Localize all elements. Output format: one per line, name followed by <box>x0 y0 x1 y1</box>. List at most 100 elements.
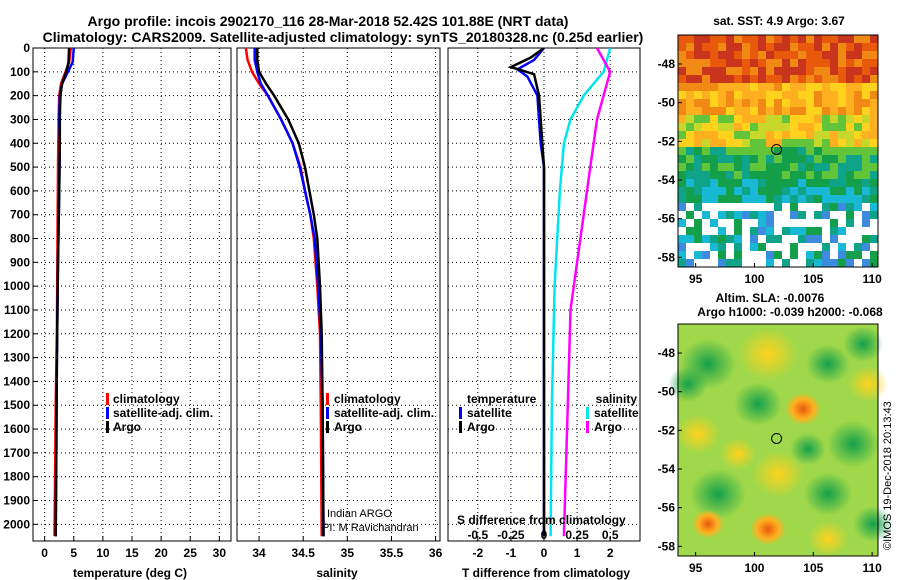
y-tick-label: 1700 <box>3 446 30 460</box>
map-y-tick-label: -56 <box>658 212 676 226</box>
map-x-tick-label: 110 <box>862 272 882 286</box>
sst-cell <box>830 35 838 43</box>
y-tick-label: 1000 <box>3 279 30 293</box>
sst-cell <box>822 195 830 203</box>
sst-cell <box>758 107 766 115</box>
sst-cell <box>814 227 822 235</box>
sst-cell <box>750 83 758 91</box>
sst-cell <box>734 219 742 227</box>
sst-cell <box>854 219 862 227</box>
sst-cell <box>678 91 686 99</box>
sst-cell <box>870 227 878 235</box>
sst-cell <box>862 163 870 171</box>
sst-cell <box>766 179 774 187</box>
sst-cell <box>814 171 822 179</box>
sst-cell <box>694 235 702 243</box>
sst-cell <box>870 91 878 99</box>
sst-cell <box>806 115 814 123</box>
sst-cell <box>830 139 838 147</box>
sst-cell <box>806 91 814 99</box>
sst-cell <box>710 91 718 99</box>
sst-cell <box>806 59 814 67</box>
sst-cell <box>710 139 718 147</box>
sst-cell <box>678 139 686 147</box>
map-y-tick-label: -58 <box>658 539 676 553</box>
sst-cell <box>686 259 694 267</box>
sst-cell <box>782 131 790 139</box>
sst-cell <box>726 147 734 155</box>
sla-map-image <box>668 324 893 557</box>
sst-cell <box>742 51 750 59</box>
sst-cell <box>726 75 734 83</box>
sst-cell <box>718 115 726 123</box>
sst-cell <box>806 131 814 139</box>
sst-cell <box>742 235 750 243</box>
x-tick-label: 34 <box>252 546 266 560</box>
sst-cell <box>822 227 830 235</box>
sst-cell <box>774 115 782 123</box>
sst-cell <box>726 171 734 179</box>
sst-cell <box>742 123 750 131</box>
sst-cell <box>750 91 758 99</box>
sst-cell <box>702 243 710 251</box>
sla-blob <box>806 344 850 384</box>
sst-cell <box>702 163 710 171</box>
sst-cell <box>686 211 694 219</box>
sst-cell <box>846 219 854 227</box>
sst-cell <box>806 147 814 155</box>
sst-cell <box>814 179 822 187</box>
sst-cell <box>870 259 878 267</box>
sst-cell <box>806 171 814 179</box>
sst-cell <box>830 171 838 179</box>
legend-argo-label: Argo <box>334 420 362 434</box>
sst-cell <box>758 139 766 147</box>
sst-cell <box>790 59 798 67</box>
sst-cell <box>846 171 854 179</box>
sst-cell <box>870 187 878 195</box>
sst-cell <box>758 187 766 195</box>
sst-cell <box>726 155 734 163</box>
sst-cell <box>862 131 870 139</box>
y-tick-label: 800 <box>10 232 30 246</box>
y-tick-label: 600 <box>10 184 30 198</box>
sst-cell <box>694 187 702 195</box>
sst-cell <box>678 227 686 235</box>
sst-cell <box>710 51 718 59</box>
sst-cell <box>726 235 734 243</box>
sst-cell <box>806 155 814 163</box>
sst-cell <box>710 67 718 75</box>
sst-cell <box>750 35 758 43</box>
sst-cell <box>686 67 694 75</box>
sst-cell <box>726 179 734 187</box>
sla-blob <box>848 366 888 402</box>
sst-cell <box>870 107 878 115</box>
sst-cell <box>734 83 742 91</box>
sst-cell <box>846 243 854 251</box>
temperature-frame <box>32 47 232 542</box>
salinity-lines <box>244 48 325 537</box>
y-tick-label: 200 <box>10 89 30 103</box>
sst-cell <box>702 219 710 227</box>
sst-cell <box>734 99 742 107</box>
sst-cell <box>838 99 846 107</box>
sst-cell <box>854 123 862 131</box>
sst-cell <box>846 187 854 195</box>
sst-cell <box>694 171 702 179</box>
x-tick-label: 34.5 <box>292 546 316 560</box>
sst-cell <box>822 251 830 259</box>
sst-cell <box>862 259 870 267</box>
pressure-tick-labels: 0 100 200 300 400 500 600 700 800 900 1000 1100 1200… <box>3 41 38 531</box>
sst-cell <box>726 227 734 235</box>
sst-cell <box>726 35 734 43</box>
y-tick-label: 2000 <box>3 517 30 531</box>
sst-cell <box>830 123 838 131</box>
sst-cell <box>774 75 782 83</box>
sst-cell <box>710 83 718 91</box>
sst-cell <box>814 147 822 155</box>
sst-cell <box>694 219 702 227</box>
y-tick-label: 1400 <box>3 374 30 388</box>
sst-cell <box>846 99 854 107</box>
sla-blob <box>843 326 883 362</box>
sst-cell <box>750 155 758 163</box>
map-y-tick-label: -58 <box>658 250 676 264</box>
